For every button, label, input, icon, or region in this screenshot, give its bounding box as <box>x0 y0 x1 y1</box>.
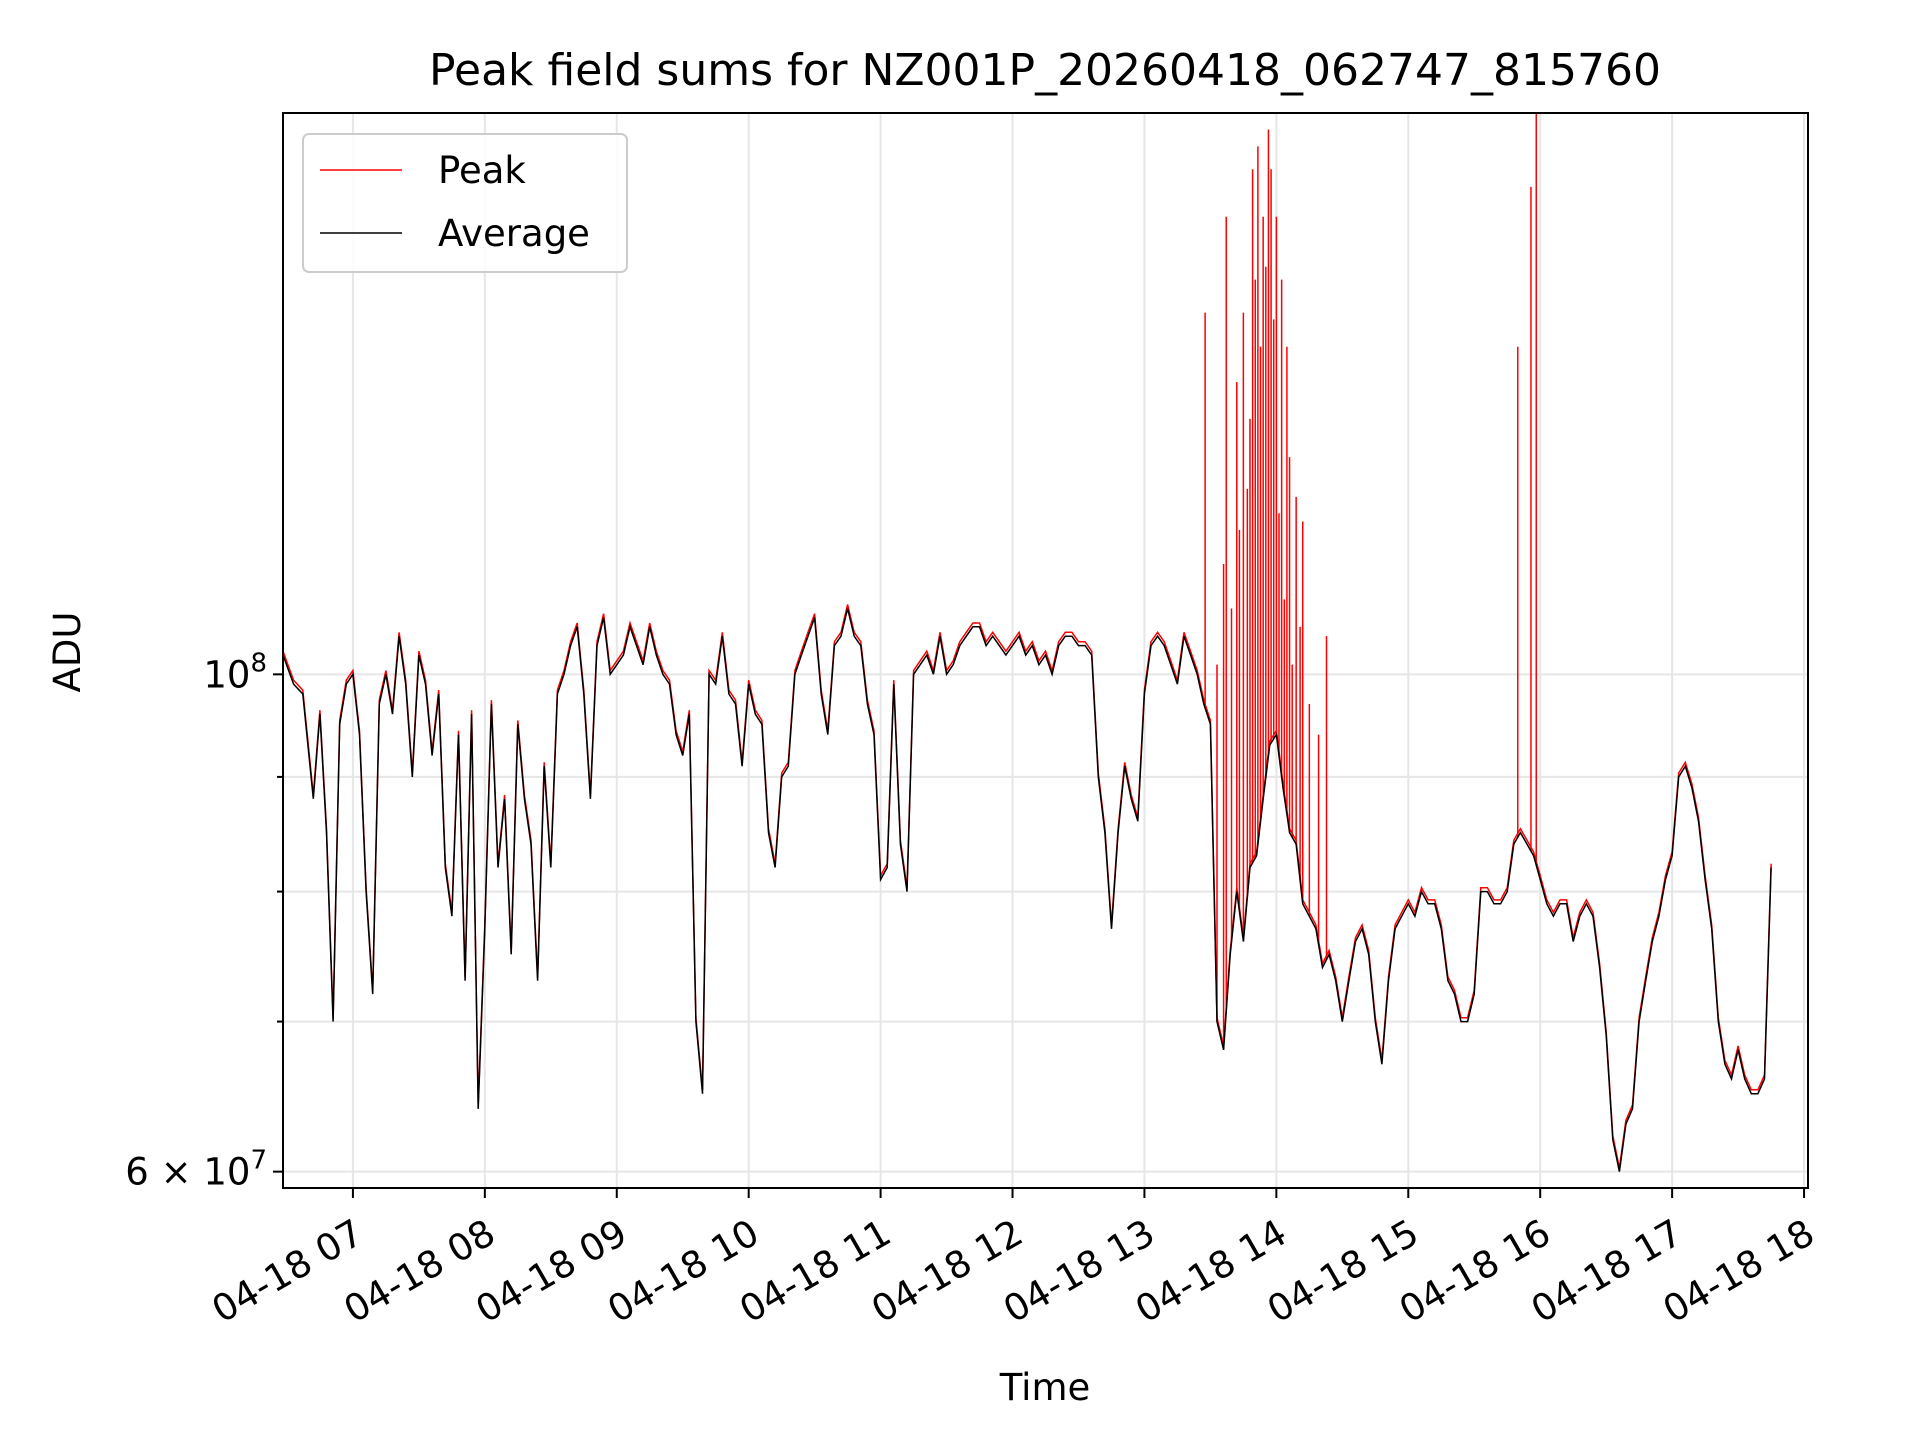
plot-frame <box>282 112 1809 1189</box>
y-tick-exponent: 7 <box>250 1146 267 1176</box>
series-layer <box>283 113 1772 1172</box>
y-tick-label: 108 <box>203 648 267 696</box>
legend-box <box>302 133 628 273</box>
y-tick-label: 6 × 107 <box>125 1146 267 1194</box>
average-series-line <box>283 608 1772 1172</box>
y-axis-label: ADU <box>46 612 89 693</box>
legend: Peak Average <box>302 133 628 273</box>
x-axis-label: Time <box>999 1366 1091 1409</box>
y-tick-mantissa: 6 × <box>125 1151 203 1194</box>
legend-average-label: Average <box>438 212 590 255</box>
y-tick-exponent: 8 <box>250 648 267 678</box>
chart-title: Peak field sums for NZ001P_20260418_0627… <box>429 45 1661 96</box>
y-tick-base: 10 <box>203 653 250 696</box>
grid-layer <box>283 113 1808 1188</box>
y-tick-base: 10 <box>203 1151 250 1194</box>
legend-peak-label: Peak <box>438 149 526 192</box>
